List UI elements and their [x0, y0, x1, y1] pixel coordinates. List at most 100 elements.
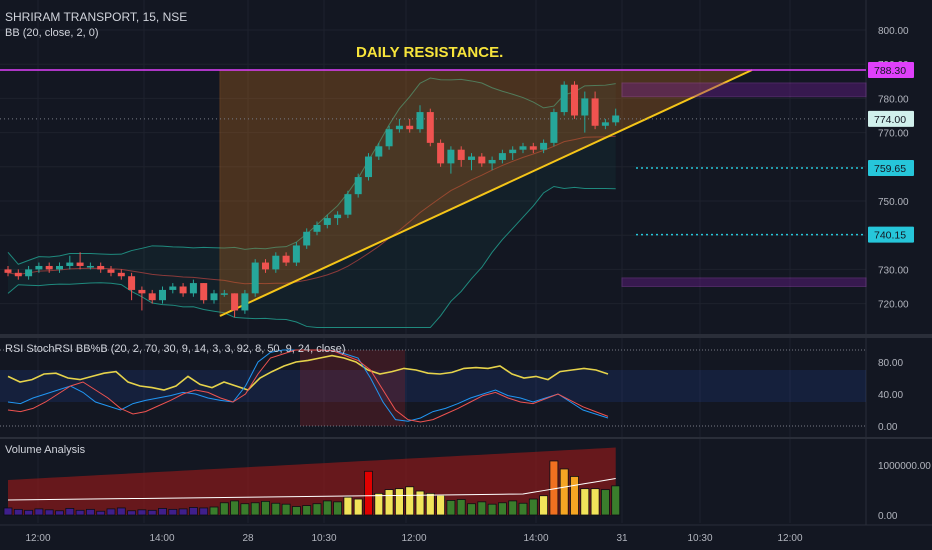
candle-body: [66, 262, 74, 266]
candle-body: [189, 283, 197, 294]
volume-bar: [158, 508, 167, 516]
volume-bar: [508, 500, 518, 516]
volume-legend: Volume Analysis: [5, 444, 86, 456]
volume-bar: [3, 507, 13, 516]
volume-bar: [188, 507, 198, 516]
candle-body: [365, 156, 372, 178]
osc-series-line: [7, 354, 609, 391]
osc-series-line: [7, 349, 609, 423]
candle-body: [581, 98, 589, 116]
candle-body: [498, 153, 506, 160]
candle-body: [97, 265, 105, 270]
bollinger-legend: BB (20, close, 2, 0): [5, 27, 99, 39]
candle-body: [200, 283, 208, 301]
price-axis-tick: 800.00: [878, 26, 909, 37]
volume-bar: [13, 508, 23, 516]
candle-body: [323, 218, 331, 225]
price-tag-label: 759.65: [874, 163, 906, 175]
volume-bar: [539, 495, 548, 516]
osc-axis-tick: 0.00: [878, 422, 898, 433]
price-tag-label: 788.30: [874, 65, 906, 77]
volume-bar: [209, 506, 219, 516]
time-axis-tick: 31: [616, 533, 628, 544]
volume-bar: [96, 510, 106, 516]
volume-bar: [116, 507, 126, 516]
time-axis: [0, 525, 932, 550]
price-zone: [621, 277, 867, 288]
bollinger-basis: [7, 135, 616, 285]
volume-ma-line: [7, 478, 616, 501]
volume-bar: [178, 508, 188, 516]
candle-body: [426, 112, 434, 143]
price-axis-tick: 720.00: [878, 300, 909, 311]
volume-bar: [219, 502, 229, 516]
volume-bar: [477, 501, 487, 516]
candle-body: [344, 194, 352, 215]
volume-bar: [312, 503, 322, 516]
volume-bar: [446, 500, 456, 516]
volume-bar: [250, 502, 260, 516]
candle-body: [45, 265, 53, 270]
volume-bar: [384, 489, 394, 516]
volume-bar: [497, 502, 507, 516]
overbought-region: [300, 350, 405, 426]
candle-body: [251, 262, 259, 294]
panel-separator: [0, 336, 932, 338]
volume-bar: [364, 470, 373, 516]
volume-bar: [601, 489, 610, 516]
rsi-band: [0, 370, 866, 402]
candle-body: [56, 265, 63, 270]
candle-body: [385, 129, 393, 147]
price-tag-label: 740.15: [874, 230, 906, 242]
price-axis-tick: 770.00: [878, 129, 909, 140]
candle-body: [210, 293, 218, 301]
candle-body: [375, 146, 383, 157]
volume-bar: [590, 488, 600, 516]
volume-bar: [394, 488, 404, 516]
volume-bar: [467, 503, 476, 516]
candle-body: [86, 265, 94, 268]
candle-body: [76, 262, 84, 266]
candle-body: [437, 142, 445, 164]
volume-bar: [322, 500, 332, 516]
time-axis-tick: 14:00: [523, 533, 548, 544]
candle-body: [292, 245, 300, 263]
volume-bars: [3, 460, 621, 516]
bollinger-fill: [8, 78, 616, 328]
candle-body: [612, 115, 620, 123]
time-axis-tick: 12:00: [25, 533, 50, 544]
candle-body: [159, 289, 166, 301]
oscillator-legend: RSI StochRSI BB%B (20, 2, 70, 30, 9, 14,…: [5, 343, 346, 355]
time-axis-tick: 28: [242, 533, 254, 544]
volume-bar: [230, 500, 240, 516]
candle-body: [303, 231, 311, 246]
volume-bar: [405, 486, 415, 516]
volume-bar: [343, 496, 353, 516]
volume-bar: [425, 492, 435, 516]
candles: [4, 81, 620, 318]
candle-body: [138, 289, 146, 294]
time-axis-tick: 10:30: [311, 533, 336, 544]
price-tag-label: 774.00: [874, 114, 906, 126]
candle-body: [540, 142, 548, 150]
candle-body: [560, 84, 568, 113]
candle-body: [519, 146, 527, 150]
price-tag: [868, 159, 914, 176]
volume-bar: [106, 508, 116, 516]
volume-bar: [353, 498, 363, 516]
panel-separator: [0, 437, 932, 439]
daily-resistance-annotation: DAILY RESISTANCE.: [356, 44, 504, 61]
volume-bar: [436, 494, 446, 516]
volume-bar: [240, 503, 250, 516]
candle-body: [128, 276, 136, 290]
candle-body: [529, 146, 537, 150]
candle-body: [334, 214, 342, 219]
volume-bar: [580, 488, 590, 516]
candle-body: [550, 112, 558, 143]
candle-body: [117, 272, 125, 277]
candle-body: [169, 286, 177, 290]
symbol-title: SHRIRAM TRANSPORT, 15, NSE: [5, 10, 188, 24]
volume-bar: [302, 505, 312, 516]
volume-axis-tick: 0.00: [878, 511, 898, 522]
osc-axis-tick: 40.00: [878, 390, 903, 401]
